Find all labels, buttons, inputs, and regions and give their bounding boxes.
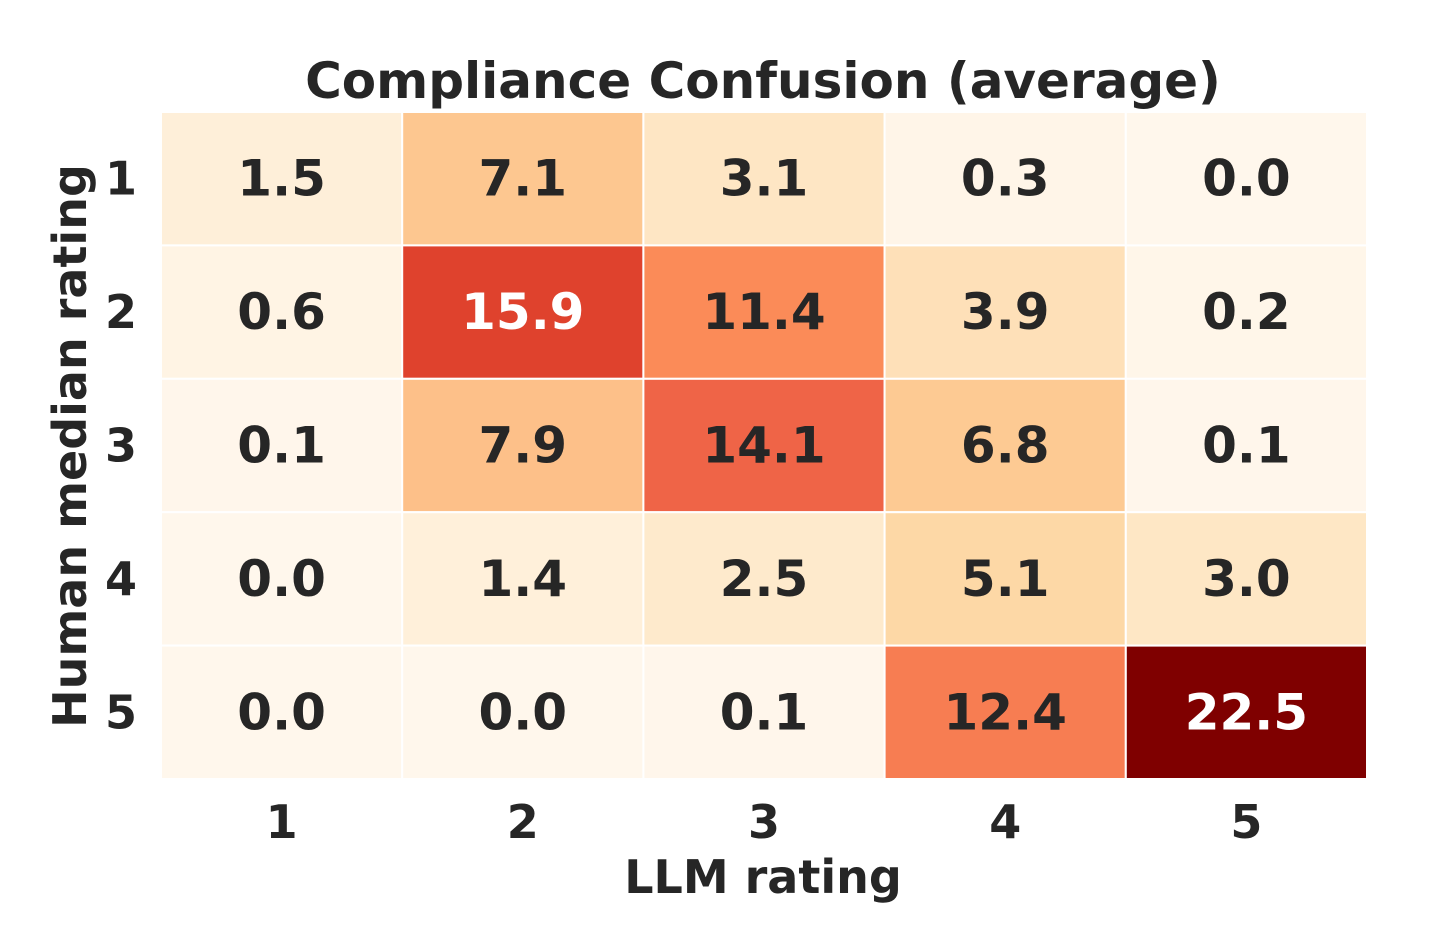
cell-value-r3-c5: 0.1 xyxy=(1202,417,1291,475)
x-tick-label-1: 1 xyxy=(266,795,298,849)
heatmap-cell-r2-c5 xyxy=(1124,244,1369,380)
heatmap-cell-r1-c5 xyxy=(1124,111,1369,247)
x-tick-labels: 1 2 3 4 5 xyxy=(266,795,1263,849)
heatmap-cell-r4-c4 xyxy=(883,511,1127,647)
cell-value-r1-c5: 0.0 xyxy=(1202,150,1291,208)
cell-value-r4-c5: 3.0 xyxy=(1202,550,1291,608)
cell-value-r2-c1: 0.6 xyxy=(237,283,326,341)
y-tick-label-5: 5 xyxy=(105,685,137,739)
cell-value-r2-c3: 11.4 xyxy=(702,283,825,341)
heatmap-cell-r1-c4 xyxy=(883,111,1127,247)
heatmap-cell-r4-c3 xyxy=(642,511,886,647)
x-tick-label-2: 2 xyxy=(507,795,539,849)
heatmap-cell-r3-c3 xyxy=(642,377,886,514)
heatmap-cell-r4-c1 xyxy=(160,511,404,647)
heatmap-cell-r1-c2 xyxy=(401,111,645,247)
heatmap-cell-r5-c1 xyxy=(160,644,404,780)
cell-value-r5-c1: 0.0 xyxy=(237,683,326,741)
y-tick-label-4: 4 xyxy=(105,552,137,606)
heatmap-cell-r2-c1 xyxy=(160,244,404,380)
y-tick-label-2: 2 xyxy=(105,285,137,339)
heatmap-cell-r4-c5 xyxy=(1124,511,1369,647)
cell-value-r1-c4: 0.3 xyxy=(961,150,1050,208)
chart-title: Compliance Confusion (average) xyxy=(305,52,1221,110)
heatmap-cell-r2-c3 xyxy=(642,244,886,380)
heatmap-cell-r5-c3 xyxy=(642,644,886,780)
cell-value-r1-c1: 1.5 xyxy=(237,150,326,208)
y-tick-label-1: 1 xyxy=(105,152,137,206)
heatmap-cell-r1-c1 xyxy=(160,111,404,247)
cell-value-r5-c4: 12.4 xyxy=(944,683,1067,741)
cell-value-r4-c4: 5.1 xyxy=(961,550,1050,608)
heatmap-cells xyxy=(160,111,1369,780)
heatmap-cell-r3-c5 xyxy=(1124,377,1369,514)
y-tick-label-3: 3 xyxy=(105,419,137,473)
heatmap-cell-r4-c2 xyxy=(401,511,645,647)
cell-value-r4-c2: 1.4 xyxy=(479,550,568,608)
x-tick-label-4: 4 xyxy=(989,795,1021,849)
cell-value-r5-c3: 0.1 xyxy=(720,683,809,741)
x-tick-label-5: 5 xyxy=(1230,795,1262,849)
heatmap-cell-r3-c2 xyxy=(401,377,645,514)
cell-value-labels: 1.5 7.1 3.1 0.3 0.0 0.6 15.9 11.4 3.9 0.2 0.1 7.9 14… xyxy=(237,150,1308,742)
heatmap-cell-r3-c4 xyxy=(883,377,1127,514)
cell-value-r3-c3: 14.1 xyxy=(702,417,825,475)
cell-value-r5-c2: 0.0 xyxy=(479,683,568,741)
cell-value-r1-c2: 7.1 xyxy=(479,150,568,208)
heatmap-cell-r5-c2 xyxy=(401,644,645,780)
cell-value-r5-c5: 22.5 xyxy=(1185,683,1308,741)
cell-value-r2-c5: 0.2 xyxy=(1202,283,1291,341)
cell-value-r3-c1: 0.1 xyxy=(237,417,326,475)
cell-value-r4-c3: 2.5 xyxy=(720,550,809,608)
y-tick-labels: 1 2 3 4 5 xyxy=(105,152,137,740)
y-axis-label: Human median rating xyxy=(43,164,97,728)
cell-value-r2-c4: 3.9 xyxy=(961,283,1050,341)
cell-value-r3-c2: 7.9 xyxy=(479,417,568,475)
cell-value-r4-c1: 0.0 xyxy=(237,550,326,608)
heatmap-cell-r1-c3 xyxy=(642,111,886,247)
x-axis-label: LLM rating xyxy=(624,850,902,904)
cell-value-r2-c2: 15.9 xyxy=(461,283,584,341)
cell-value-r3-c4: 6.8 xyxy=(961,417,1050,475)
x-tick-label-3: 3 xyxy=(748,795,780,849)
heatmap-cell-r5-c5 xyxy=(1124,644,1369,780)
cell-value-r1-c3: 3.1 xyxy=(720,150,809,208)
